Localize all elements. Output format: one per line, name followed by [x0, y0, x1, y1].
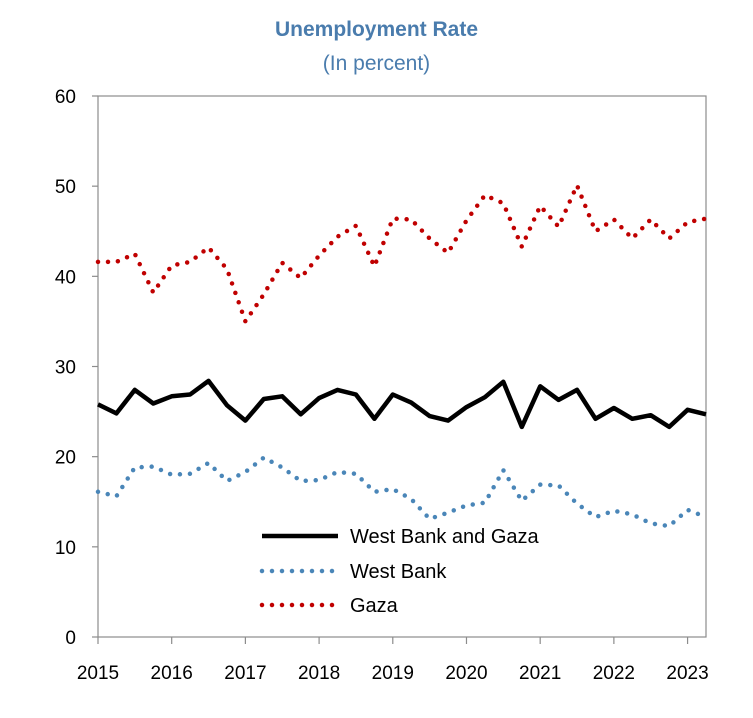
- x-tick-label: 2022: [593, 663, 635, 684]
- legend-label-gaza: Gaza: [350, 595, 399, 617]
- y-tick-label: 20: [55, 448, 76, 469]
- series-line-west-bank: [95, 455, 709, 529]
- series-line-west-bank-and-gaza: [97, 378, 707, 430]
- x-tick-label: 2016: [151, 663, 193, 684]
- y-tick-label: 40: [55, 267, 76, 288]
- y-tick-label: 0: [65, 628, 76, 649]
- x-tick-label: 2019: [372, 663, 414, 684]
- y-tick-label: 60: [55, 87, 76, 108]
- series-line-gaza: [95, 183, 709, 324]
- plot-frame: [97, 95, 707, 638]
- legend-label-west-bank-and-gaza: West Bank and Gaza: [350, 526, 540, 548]
- y-tick-label: 50: [55, 177, 76, 198]
- chart-subtitle: (In percent): [322, 52, 431, 75]
- chart-title: Unemployment Rate: [274, 18, 479, 41]
- x-tick-label: 2018: [298, 663, 340, 684]
- y-tick-label: 30: [55, 358, 76, 379]
- x-tick-label: 2023: [666, 663, 708, 684]
- x-tick-label: 2021: [519, 663, 561, 684]
- x-tick-label: 2017: [224, 663, 266, 684]
- legend-label-west-bank: West Bank: [350, 561, 447, 583]
- x-tick-label: 2020: [445, 663, 487, 684]
- x-tick-label: 2015: [77, 663, 119, 684]
- y-tick-label: 10: [55, 538, 76, 559]
